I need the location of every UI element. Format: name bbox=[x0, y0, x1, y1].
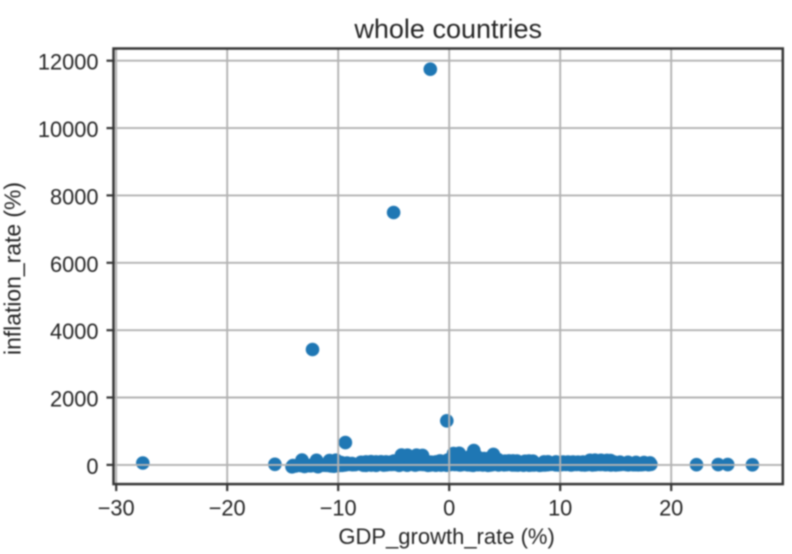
svg-text:8000: 8000 bbox=[50, 184, 99, 209]
svg-text:4000: 4000 bbox=[50, 319, 99, 344]
svg-text:inflation_rate (%): inflation_rate (%) bbox=[0, 182, 26, 355]
svg-text:GDP_growth_rate (%): GDP_growth_rate (%) bbox=[338, 524, 554, 549]
svg-text:10: 10 bbox=[548, 496, 572, 521]
svg-text:−10: −10 bbox=[320, 496, 357, 521]
svg-text:2000: 2000 bbox=[50, 387, 99, 412]
svg-text:−30: −30 bbox=[98, 496, 135, 521]
svg-text:0: 0 bbox=[86, 454, 98, 479]
svg-text:12000: 12000 bbox=[38, 50, 99, 75]
svg-text:20: 20 bbox=[659, 496, 683, 521]
svg-text:whole countries: whole countries bbox=[353, 14, 542, 44]
svg-text:−20: −20 bbox=[209, 496, 246, 521]
svg-text:6000: 6000 bbox=[50, 252, 99, 277]
svg-text:0: 0 bbox=[443, 496, 455, 521]
svg-text:10000: 10000 bbox=[38, 117, 99, 142]
